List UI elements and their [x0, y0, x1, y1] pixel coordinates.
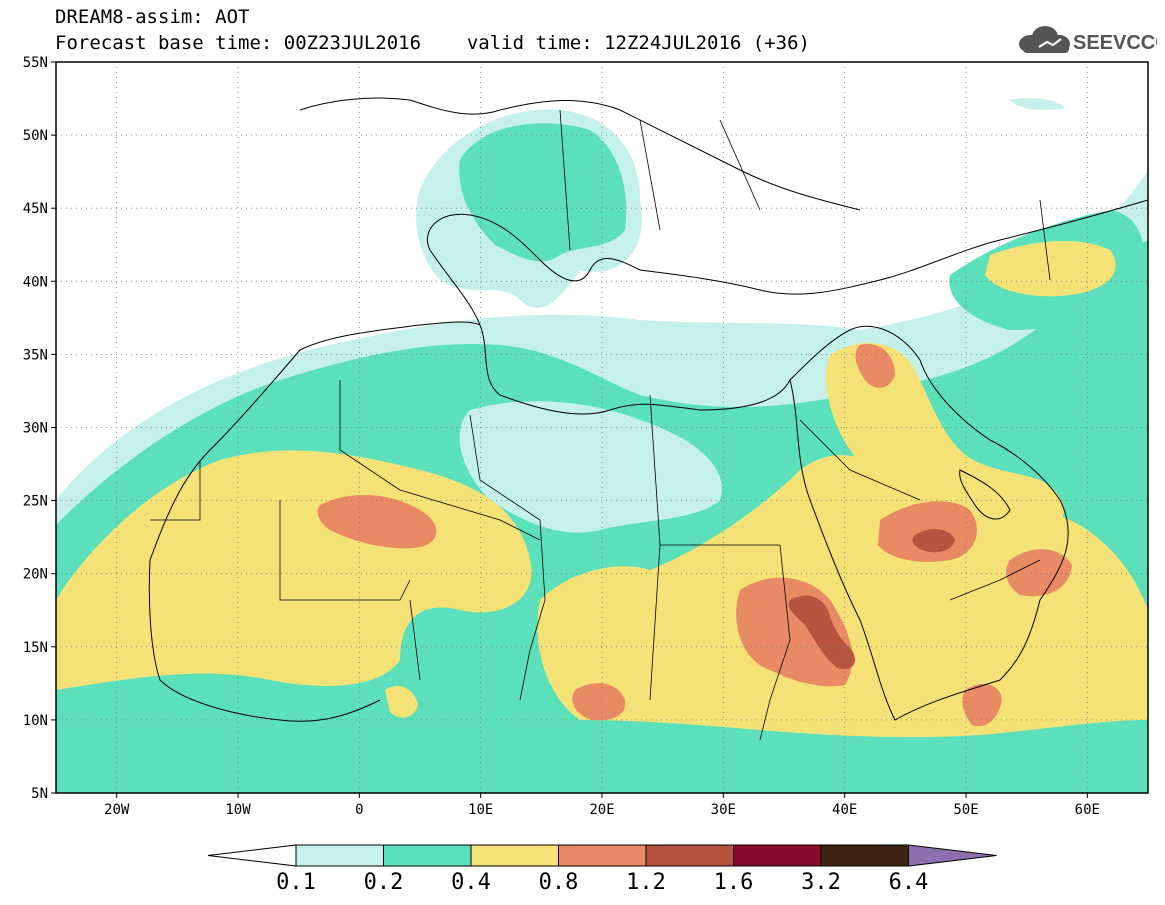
colorbar-segment — [558, 844, 647, 867]
colorbar-label: 6.4 — [888, 870, 929, 895]
colorbar-label: 0.8 — [538, 870, 579, 895]
time-info: Forecast base time: 00Z23JUL2016 valid t… — [55, 32, 810, 54]
base-time-label: Forecast base time: 00Z23JUL2016 — [55, 32, 422, 54]
colorbar-segment — [470, 844, 559, 867]
colorbar-label: 0.4 — [451, 870, 491, 895]
logo-text: SEEVCCC — [1073, 32, 1157, 54]
colorbar-label: 1.2 — [626, 870, 666, 895]
map-title: DREAM8-assim: AOT — [55, 6, 250, 28]
colorbar-min-arrow — [207, 844, 297, 867]
lat-label: 45N — [23, 201, 48, 217]
lat-label: 35N — [23, 347, 48, 363]
colorbar-segment — [645, 844, 734, 867]
colorbar-segment — [295, 844, 384, 867]
lon-label: 60E — [1075, 802, 1100, 818]
lat-label: 40N — [23, 274, 48, 290]
lat-lon-grid — [56, 62, 1148, 793]
valid-time-label: valid time: 12Z24JUL2016 (+36) — [466, 32, 810, 54]
colorbar-label: 3.2 — [801, 870, 841, 895]
lon-label: 50E — [953, 802, 978, 818]
colorbar-label: 0.2 — [363, 870, 404, 895]
aot-field — [56, 62, 1148, 793]
lon-label: 10W — [225, 802, 251, 818]
colorbar-segment — [733, 844, 822, 867]
lat-label: 55N — [23, 55, 48, 71]
colorbar-max-arrow — [908, 844, 997, 867]
axis-ticks — [51, 61, 1088, 798]
colorbar-label: 1.6 — [713, 870, 754, 895]
lon-label: 40E — [832, 802, 857, 818]
lat-label: 20N — [23, 567, 48, 583]
coastlines — [148, 97, 1148, 722]
lon-label: 20E — [589, 802, 614, 818]
country-borders — [150, 109, 1051, 741]
colorbar — [207, 844, 997, 867]
lat-label: 25N — [23, 494, 48, 510]
lon-label: 30E — [711, 802, 736, 818]
lat-label: 30N — [23, 421, 48, 437]
lon-label: 10E — [468, 802, 493, 818]
lat-label: 15N — [23, 640, 48, 656]
longitude-labels: 20W 10W 0 10E 20E 30E 40E 50E 60E — [104, 802, 1100, 818]
lon-label: 20W — [104, 802, 130, 818]
seevccc-logo: SEEVCCC — [1019, 26, 1157, 54]
lat-label: 50N — [23, 128, 48, 144]
lon-label: 0 — [355, 802, 363, 818]
colorbar-label: 0.1 — [276, 870, 316, 895]
aot-contour-1.2 — [788, 528, 955, 670]
lat-label: 5N — [31, 786, 48, 802]
latitude-labels: 55N 50N 45N 40N 35N 30N 25N 20N 15N 10N 5N — [23, 55, 48, 802]
lat-label: 10N — [23, 713, 48, 729]
cloud-icon — [1019, 26, 1070, 53]
colorbar-segment — [383, 844, 472, 867]
colorbar-segment — [820, 844, 909, 867]
